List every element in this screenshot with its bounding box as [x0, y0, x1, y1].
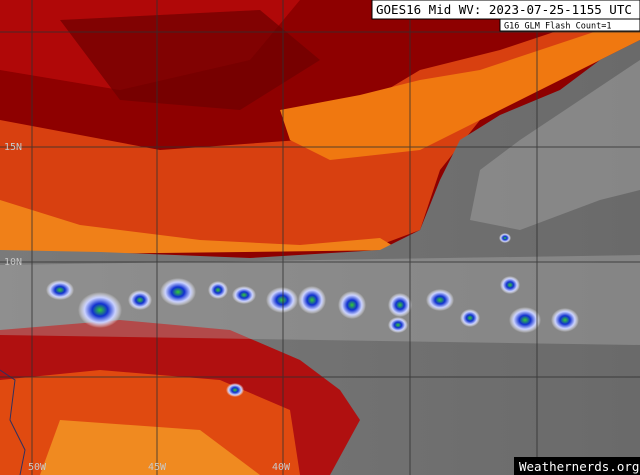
storm-cell	[509, 307, 541, 333]
storm-cell	[551, 308, 579, 332]
storm-cell	[460, 309, 480, 327]
header-title: GOES16 Mid WV: 2023-07-25-1155 UTC	[376, 2, 632, 17]
longitude-label: 50W	[28, 462, 47, 473]
storm-cell	[128, 290, 152, 310]
high-cloud	[470, 60, 640, 230]
watermark: Weathernerds.org	[519, 459, 639, 474]
header-subtitle: G16 GLM Flash Count=1	[504, 22, 611, 32]
moist-band-light	[280, 25, 640, 160]
storm-cell	[208, 281, 228, 299]
convection	[46, 233, 579, 397]
subtitle-box	[499, 18, 640, 32]
dry-air-dark	[60, 10, 320, 110]
storm-cell	[226, 383, 244, 397]
storm-cell	[338, 291, 366, 319]
storm-cell	[426, 289, 454, 311]
latitude-label: 10N	[4, 257, 22, 268]
latitude-label: 15N	[4, 142, 22, 153]
storm-cell	[500, 276, 520, 294]
storm-cell	[232, 286, 256, 304]
watermark-box	[514, 457, 640, 475]
moist-edge	[0, 200, 400, 255]
storm-cell	[78, 292, 122, 328]
storm-cell	[298, 286, 326, 314]
storm-cell	[499, 233, 511, 243]
storm-cell	[388, 293, 412, 317]
dry-slot-light	[40, 420, 260, 475]
storm-cell	[160, 278, 196, 306]
storm-cell	[266, 287, 298, 313]
longitude-label: 40W	[272, 462, 291, 473]
storm-cell	[46, 280, 74, 300]
longitude-label: 45W	[148, 462, 167, 473]
storm-cell	[388, 317, 408, 333]
